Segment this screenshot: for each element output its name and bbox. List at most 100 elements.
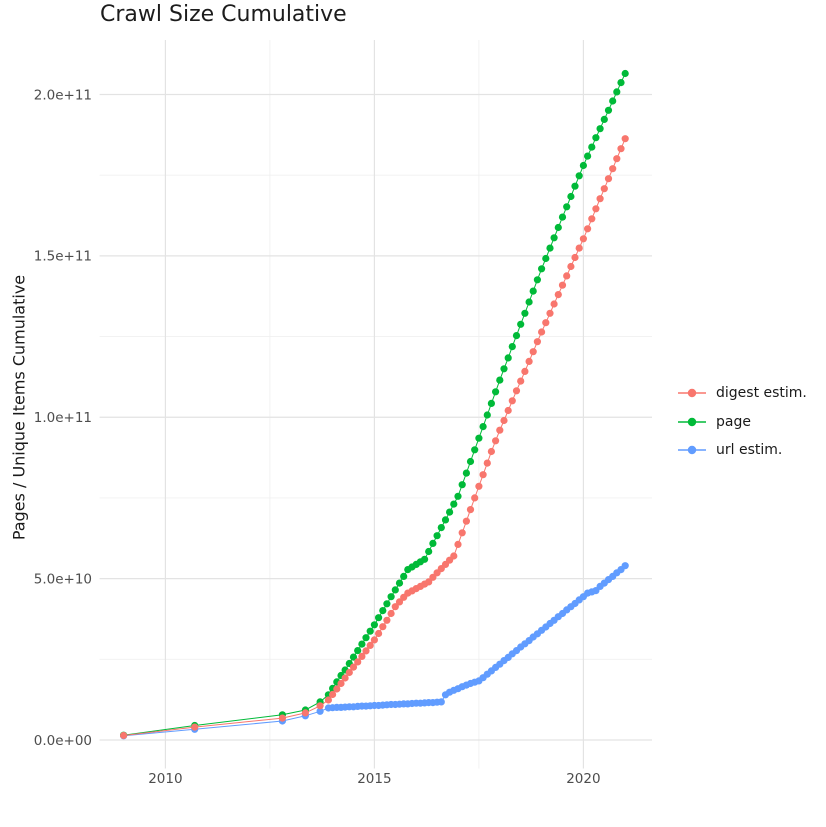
data-point-page [512, 332, 521, 340]
x-tick-label: 2020 [566, 771, 600, 787]
data-point-page [542, 254, 550, 263]
data-point-digest [349, 663, 358, 671]
data-point-digest [120, 731, 128, 740]
data-point-page [458, 481, 466, 489]
data-point-page [395, 579, 404, 587]
data-point-page [588, 143, 596, 151]
data-point-page [375, 614, 383, 622]
legend-label: digest estim. [716, 385, 807, 402]
data-point-digest [554, 291, 562, 299]
chart-title: Crawl Size Cumulative [100, 2, 347, 27]
y-tick-label: 1.0e+11 [34, 410, 92, 426]
data-point-page [604, 106, 613, 114]
data-point-digest [450, 552, 458, 560]
data-point-page [508, 343, 516, 351]
y-axis-title: Pages / Unique Items Cumulative [9, 274, 29, 541]
data-point-page [504, 354, 512, 362]
data-point-page [437, 524, 445, 532]
data-point-page [525, 298, 533, 306]
data-point-page [575, 172, 583, 180]
data-point-page [421, 555, 429, 563]
data-point-page [370, 621, 378, 629]
data-point-page [358, 640, 366, 648]
data-point-digest [550, 300, 558, 308]
data-point-digest [466, 506, 475, 514]
data-point-digest [337, 679, 345, 688]
data-point-digest [366, 641, 374, 650]
data-point-digest [395, 598, 404, 606]
data-point-page [454, 492, 462, 500]
data-point-digest [362, 647, 370, 655]
data-point-digest [492, 437, 500, 445]
data-point-digest [354, 658, 362, 666]
data-point-digest [558, 281, 567, 289]
y-tick-label: 2.0e+11 [34, 87, 92, 103]
data-point-digest [358, 652, 366, 661]
legend-key-dot [687, 417, 697, 426]
data-point-page [471, 446, 479, 454]
data-point-page [462, 469, 470, 477]
legend-key-icon [678, 446, 706, 455]
data-point-digest [617, 145, 625, 153]
data-point-page [571, 182, 579, 190]
data-point-page [492, 388, 500, 396]
data-point-page [554, 223, 562, 232]
data-point-digest [588, 215, 596, 223]
data-point-digest [278, 714, 286, 722]
data-point-page [600, 115, 608, 123]
data-point-digest [504, 406, 512, 415]
data-point-digest [600, 185, 608, 193]
data-point-digest [533, 338, 542, 346]
data-point-url [316, 707, 324, 715]
legend-label: page [716, 413, 751, 430]
data-point-page [466, 457, 475, 466]
data-point-digest [370, 636, 378, 644]
data-point-digest [563, 272, 571, 280]
data-point-digest [596, 195, 604, 203]
data-point-digest [584, 225, 592, 233]
data-point-page [400, 572, 408, 581]
legend-key-icon [678, 417, 706, 426]
data-point-page [349, 653, 358, 661]
y-tick-label: 1.5e+11 [34, 249, 92, 265]
data-point-digest [479, 471, 487, 479]
data-point-digest [333, 685, 341, 693]
data-point-digest [387, 609, 395, 618]
data-point-digest [391, 603, 399, 611]
data-point-digest [508, 397, 516, 405]
data-point-digest [191, 723, 199, 731]
data-point-digest [379, 623, 387, 631]
data-point-digest [609, 165, 617, 173]
data-point-page [529, 287, 537, 295]
data-point-digest [571, 253, 579, 262]
data-point-digest [575, 244, 583, 252]
data-point-digest [316, 702, 324, 710]
data-point-page [596, 125, 604, 133]
data-point-digest [592, 205, 600, 213]
x-tick-label: 2015 [357, 771, 391, 787]
data-point-page [479, 423, 487, 431]
data-point-page [362, 634, 370, 642]
data-point-page [450, 500, 458, 508]
data-point-page [617, 79, 625, 87]
data-point-digest [383, 616, 391, 624]
data-point-digest [425, 578, 433, 586]
legend-key-dot [687, 389, 697, 398]
data-point-page [546, 244, 554, 252]
legend: digest estim. page url estim. [676, 379, 807, 465]
data-point-page [563, 203, 571, 211]
data-point-digest [462, 517, 470, 525]
data-point-page [567, 192, 575, 201]
legend-key-icon [678, 389, 706, 398]
legend-key-dot [687, 446, 697, 455]
data-point-digest [483, 459, 491, 467]
y-tick-label: 5.0e+10 [34, 571, 92, 587]
data-point-digest [496, 426, 504, 434]
data-point-digest [525, 357, 533, 365]
data-point-digest [613, 155, 621, 163]
legend-entry-page: page [676, 408, 807, 437]
data-point-page [441, 516, 450, 524]
data-point-digest [529, 348, 537, 356]
